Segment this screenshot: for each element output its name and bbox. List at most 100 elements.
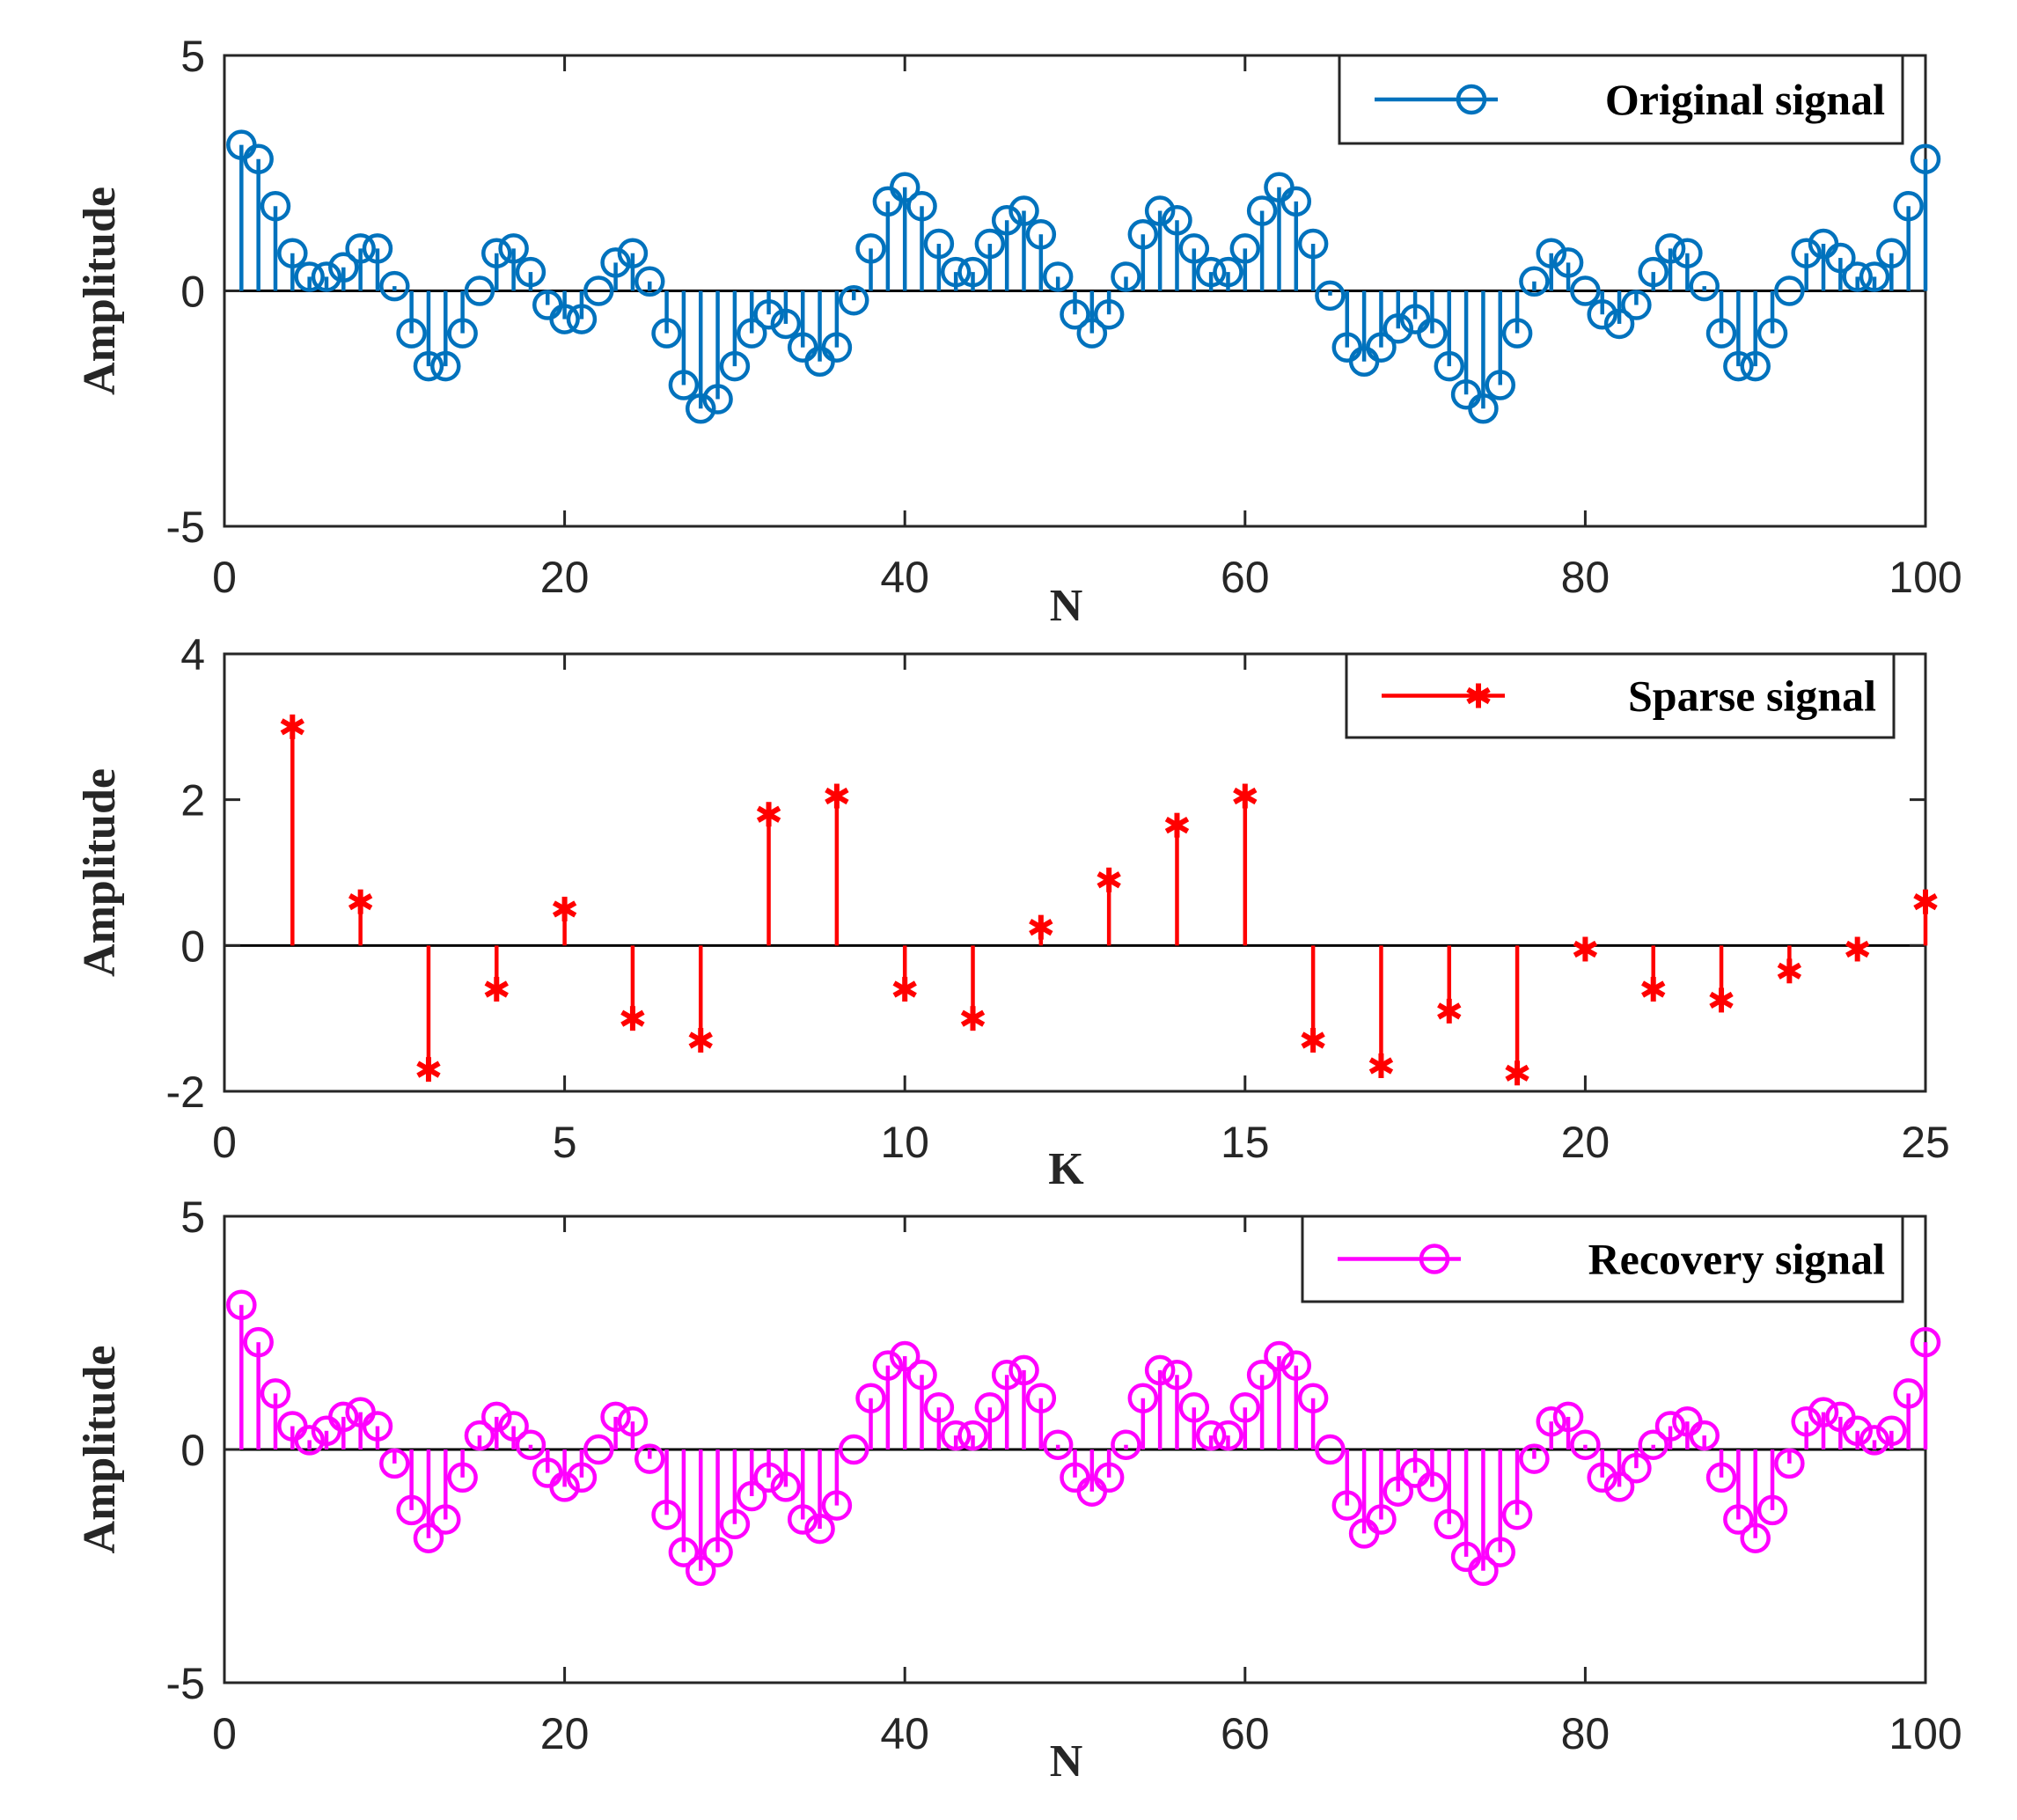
- stem-marker: [1229, 233, 1261, 264]
- stem-marker: [1437, 998, 1462, 1024]
- stem-marker: [1331, 1490, 1363, 1521]
- x-tick-label: 5: [553, 1118, 577, 1167]
- stem-marker: [1127, 1383, 1159, 1413]
- stem-marker: [991, 205, 1023, 236]
- stem-marker: [892, 977, 917, 1002]
- stem-marker: [1859, 1425, 1890, 1456]
- stem-marker: [1485, 370, 1515, 400]
- stem-marker: [1060, 299, 1090, 330]
- stem-marker: [1264, 1340, 1295, 1372]
- stem-marker: [1111, 1429, 1141, 1460]
- stem-marker: [634, 1443, 665, 1474]
- stem-marker: [362, 1411, 393, 1442]
- stem-marker: [1195, 1420, 1227, 1451]
- stem-marker: [753, 299, 784, 330]
- y-tick-label: 5: [180, 32, 205, 81]
- x-tick-label: 20: [540, 1709, 590, 1758]
- x-tick-label: 0: [212, 1118, 237, 1167]
- stem-marker: [1315, 1434, 1346, 1465]
- stem-marker: [549, 304, 580, 334]
- stem-marker: [620, 1006, 645, 1031]
- stem-marker: [1723, 1504, 1754, 1535]
- stem-marker: [1893, 190, 1924, 222]
- y-axis-label: Amplitude: [75, 768, 125, 977]
- stem-marker: [1791, 238, 1822, 268]
- stem-marker: [1042, 261, 1074, 292]
- stem-marker: [464, 1420, 495, 1451]
- stem-marker: [1519, 1443, 1550, 1474]
- y-axis-label: Amplitude: [75, 187, 125, 395]
- x-tick-label: 20: [540, 553, 590, 602]
- stem-marker: [583, 275, 614, 306]
- stem-marker: [974, 1392, 1006, 1423]
- stem-marker: [1162, 1359, 1192, 1391]
- stem-marker: [651, 318, 682, 349]
- stem-marker: [1740, 350, 1771, 382]
- x-tick-label: 0: [212, 553, 237, 602]
- y-tick-label: 4: [180, 630, 205, 679]
- stem-marker: [736, 1480, 767, 1512]
- stem-marker: [1777, 958, 1802, 984]
- y-tick-label: 0: [180, 268, 205, 317]
- stem-marker: [736, 318, 767, 349]
- stem-marker: [1570, 1429, 1601, 1460]
- stem-marker: [906, 190, 937, 222]
- stem-marker: [396, 1494, 427, 1526]
- stem-marker: [1638, 256, 1669, 288]
- stem-marker: [1587, 1462, 1617, 1493]
- stem-marker: [1127, 219, 1159, 250]
- stem-marker: [1910, 1326, 1941, 1358]
- stem-marker: [719, 1508, 751, 1540]
- stem-marker: [838, 1434, 869, 1465]
- stem-marker: [1029, 914, 1053, 940]
- stem-marker: [481, 1401, 512, 1433]
- stem-marker: [1468, 1555, 1499, 1587]
- stem-marker: [1570, 275, 1601, 306]
- stem-marker: [1383, 313, 1414, 344]
- stem-marker: [1178, 1392, 1210, 1423]
- stem-marker: [1654, 233, 1686, 264]
- stem-marker: [974, 228, 1006, 260]
- stem-marker: [1689, 1420, 1720, 1451]
- stem-marker: [328, 1401, 359, 1433]
- stem-marker: [940, 1420, 972, 1451]
- stem-marker: [379, 1448, 410, 1479]
- stem-marker: [1552, 1401, 1584, 1433]
- stem-marker: [566, 1462, 598, 1493]
- stem-marker: [583, 1434, 614, 1465]
- stem-marker: [294, 1425, 325, 1456]
- stem-marker: [1383, 1476, 1414, 1507]
- stem-marker: [1468, 393, 1499, 424]
- stem-marker: [1791, 1405, 1822, 1437]
- stem-marker: [1025, 1383, 1057, 1413]
- stem-marker: [1501, 318, 1533, 349]
- stem-marker: [1621, 1452, 1652, 1484]
- stem-marker: [1536, 1405, 1566, 1437]
- stem-marker: [226, 1289, 257, 1320]
- stem-marker: [243, 143, 274, 174]
- stem-marker: [1825, 242, 1856, 274]
- stem-marker: [1162, 205, 1192, 236]
- y-tick-label: -5: [166, 1659, 205, 1708]
- y-tick-label: -5: [166, 503, 205, 552]
- stem-marker: [668, 370, 700, 400]
- stem-marker: [484, 977, 509, 1002]
- stem-marker: [430, 1504, 461, 1535]
- stem-marker: [770, 1471, 802, 1502]
- stem-marker: [668, 1537, 700, 1567]
- stem-marker: [1368, 1053, 1394, 1079]
- stem-marker: [600, 1401, 631, 1433]
- stem-marker: [362, 233, 393, 264]
- stem-marker: [1842, 1415, 1873, 1447]
- stem-marker: [416, 1057, 441, 1082]
- stem-marker: [1621, 290, 1652, 320]
- stem-marker: [1417, 1471, 1448, 1502]
- legend-marker: [1466, 683, 1491, 708]
- stem-marker: [1144, 195, 1176, 226]
- stem-marker: [702, 1537, 733, 1567]
- x-tick-label: 100: [1889, 553, 1962, 602]
- stem-marker: [413, 350, 444, 382]
- stem-marker: [1301, 1028, 1325, 1053]
- stem-marker: [1280, 1350, 1312, 1381]
